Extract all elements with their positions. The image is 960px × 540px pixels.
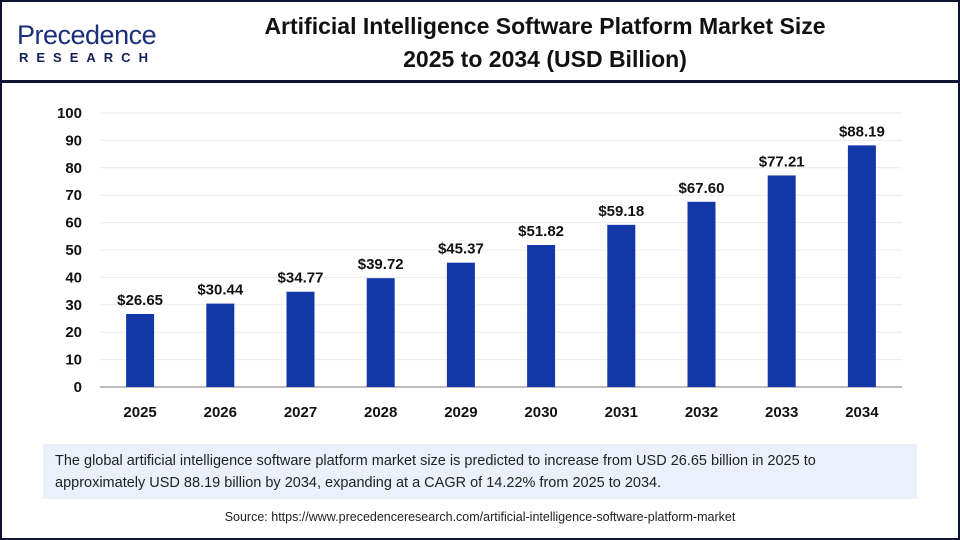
bar-2031: [607, 224, 636, 387]
y-tick-label: 10: [65, 352, 82, 369]
bar-2032: [687, 201, 716, 387]
data-label: $88.19: [839, 123, 885, 140]
y-tick-label: 100: [57, 105, 82, 122]
x-tick-label: 2034: [845, 404, 879, 421]
bar-2027: [286, 291, 315, 387]
bar-2033: [767, 175, 796, 387]
x-tick-label: 2026: [204, 404, 237, 421]
title-line-1: Artificial Intelligence Software Platfor…: [264, 13, 826, 39]
data-label: $51.82: [518, 223, 564, 240]
y-tick-label: 40: [65, 269, 82, 286]
x-tick-label: 2033: [765, 404, 798, 421]
y-tick-label: 70: [65, 187, 82, 204]
x-tick-label: 2030: [524, 404, 557, 421]
logo-sub-text: RESEARCH: [19, 50, 156, 65]
y-tick-label: 20: [65, 324, 82, 341]
y-tick-label: 90: [65, 132, 82, 149]
logo: Precedence RESEARCH: [17, 20, 157, 65]
data-label: $77.21: [759, 153, 805, 170]
source-text: Source: https://www.precedenceresearch.c…: [224, 510, 736, 524]
data-label: $26.65: [117, 292, 163, 309]
data-label: $30.44: [197, 282, 244, 299]
bar-2025: [126, 313, 155, 387]
bar-2029: [446, 262, 475, 387]
x-tick-label: 2032: [685, 404, 718, 421]
data-label: $59.18: [598, 203, 644, 220]
data-label: $34.77: [278, 270, 324, 287]
logo-main-text: Precedence: [17, 20, 157, 50]
x-tick-label: 2031: [605, 404, 638, 421]
summary-note: The global artificial intelligence softw…: [43, 444, 917, 499]
y-tick-label: 80: [65, 160, 82, 177]
y-tick-label: 30: [65, 297, 82, 314]
y-tick-label: 60: [65, 215, 82, 232]
bar-2034: [847, 145, 876, 387]
bar-2030: [527, 245, 556, 387]
y-tick-label: 50: [65, 242, 82, 259]
data-label: $67.60: [679, 180, 725, 197]
data-label: $39.72: [358, 256, 404, 273]
bar-2026: [206, 303, 235, 387]
x-tick-label: 2027: [284, 404, 317, 421]
y-tick-label: 0: [74, 379, 82, 396]
x-tick-label: 2029: [444, 404, 477, 421]
chart-title: Artificial Intelligence Software Platfor…: [200, 10, 890, 76]
data-label: $45.37: [438, 241, 484, 258]
bar-2028: [366, 278, 395, 387]
title-line-2: 2025 to 2034 (USD Billion): [403, 46, 687, 72]
x-tick-label: 2025: [123, 404, 156, 421]
header-divider: [0, 80, 960, 83]
x-tick-label: 2028: [364, 404, 397, 421]
